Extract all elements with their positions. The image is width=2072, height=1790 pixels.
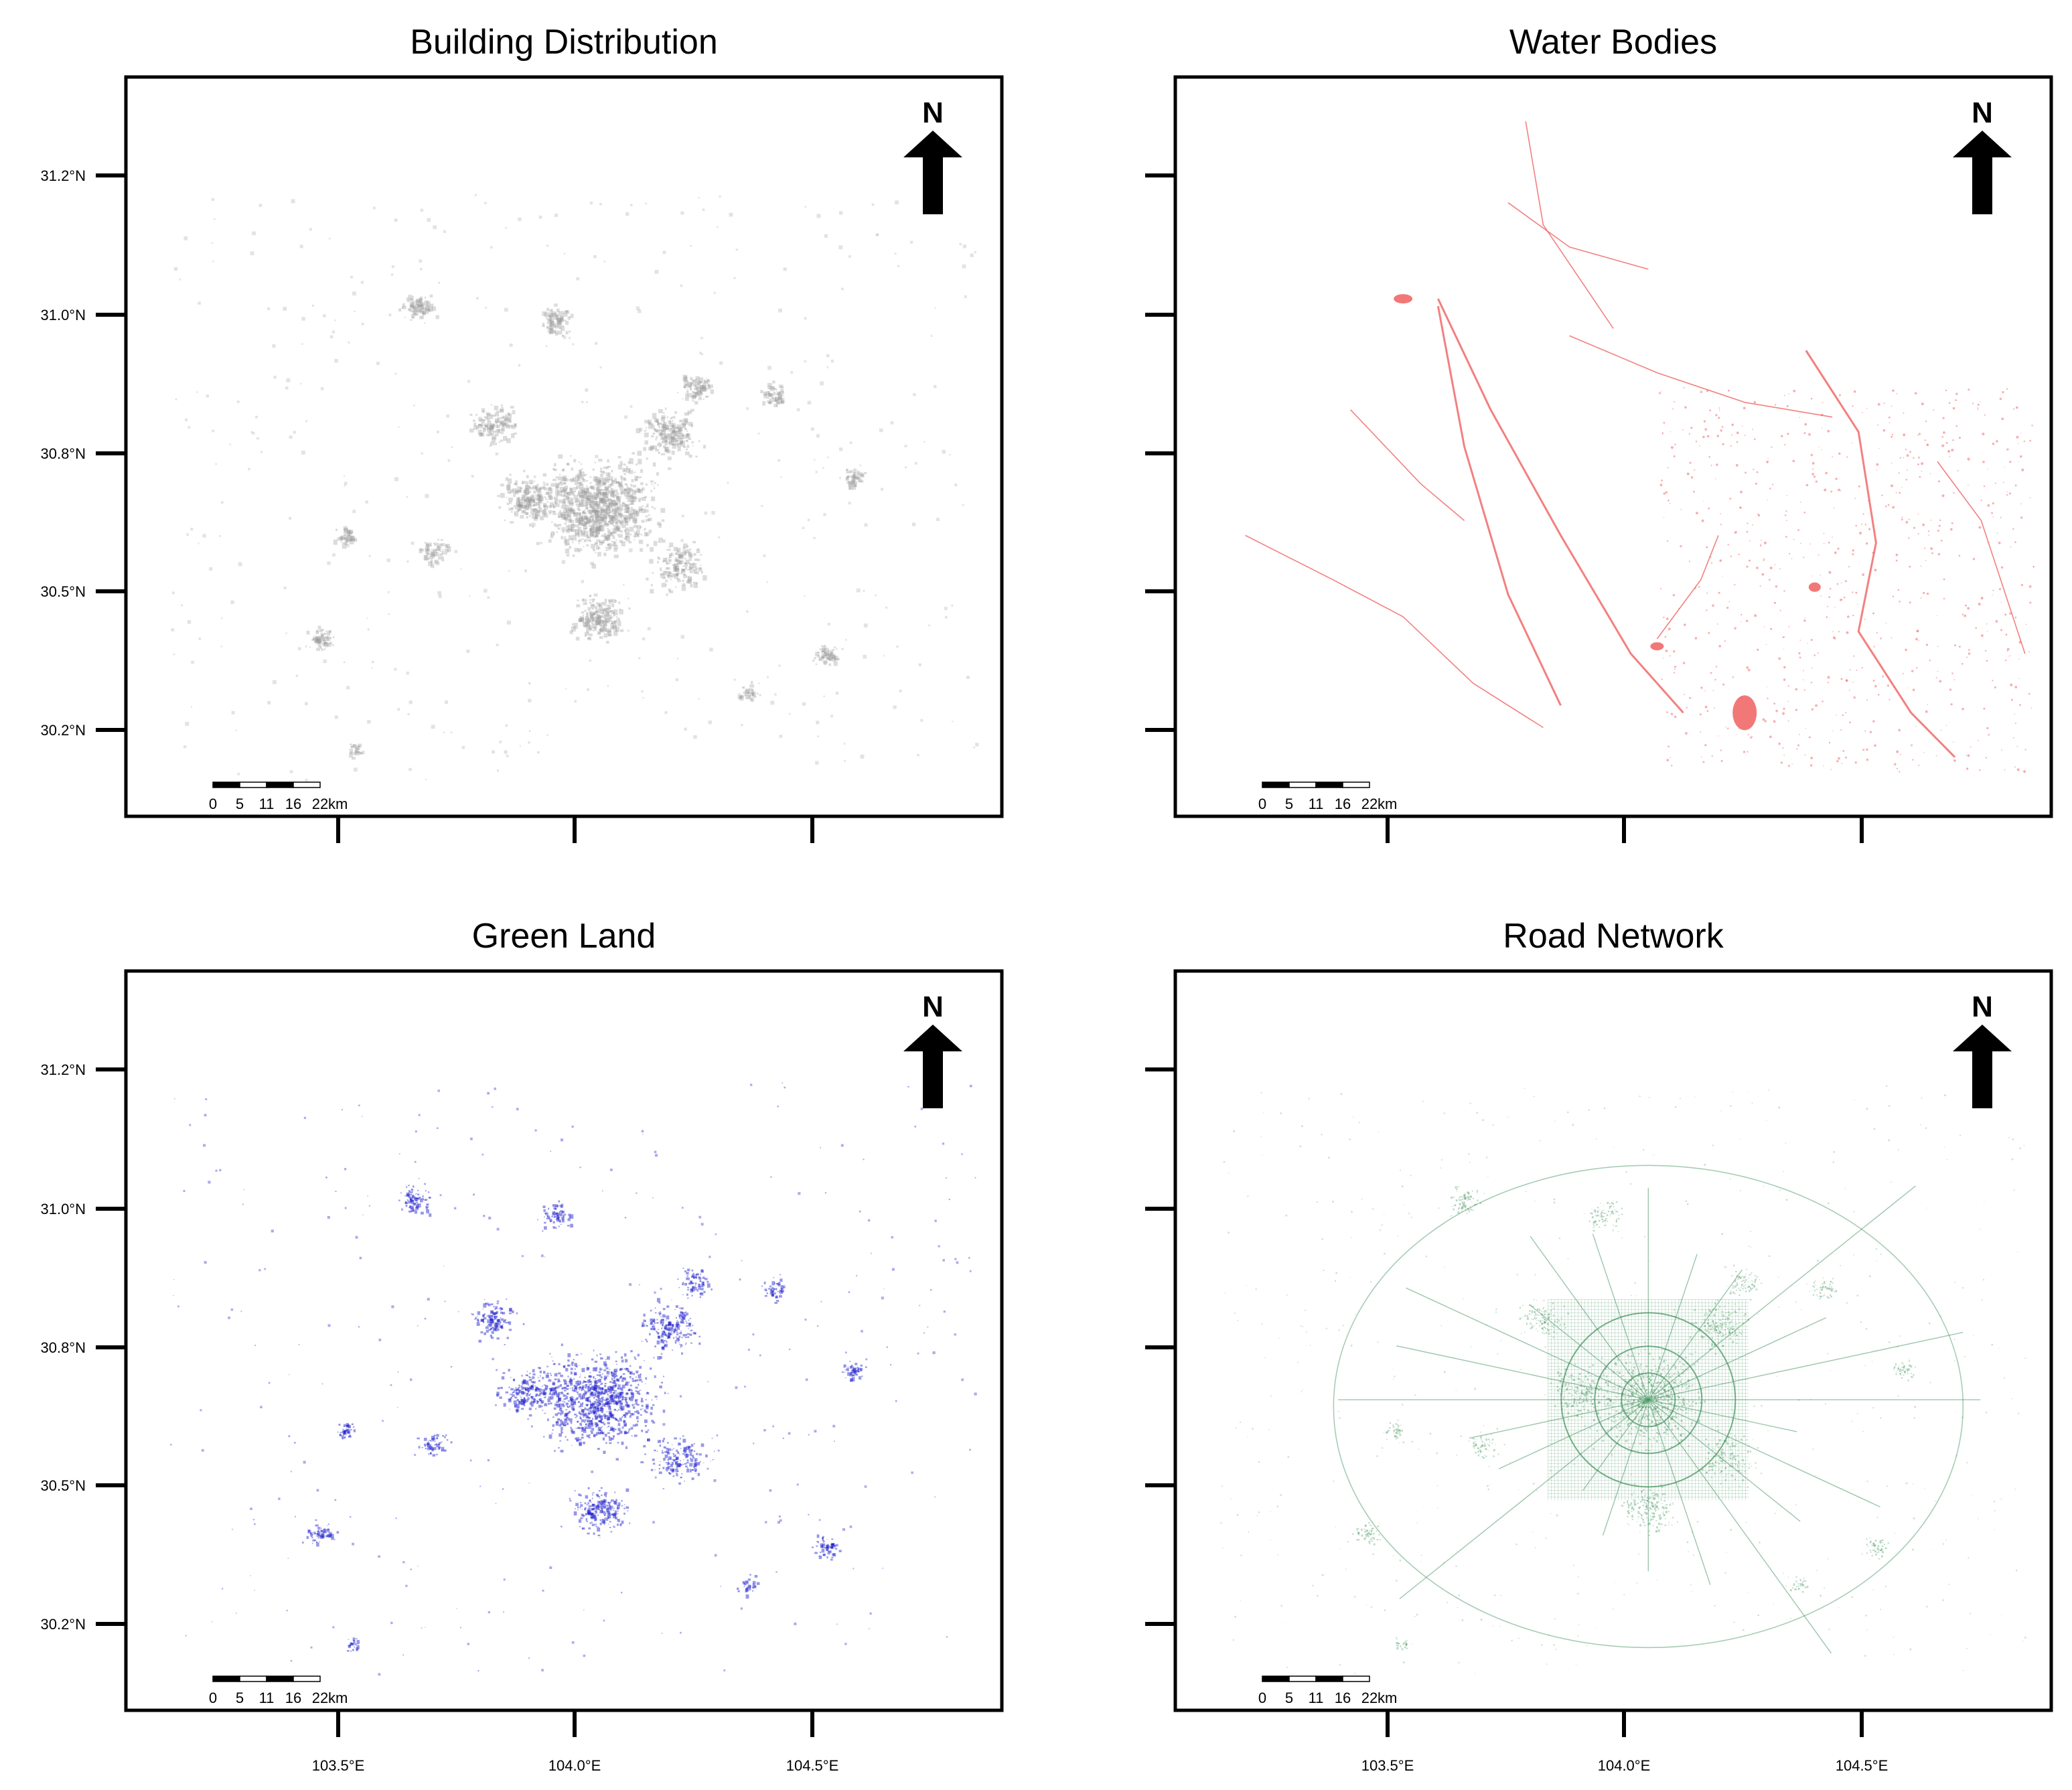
scale-bar-unit: km bbox=[328, 1690, 348, 1706]
scale-bar-label: 22 bbox=[312, 796, 328, 812]
panel-title: Road Network bbox=[1503, 917, 1724, 956]
scale-bar-label: 0 bbox=[1258, 796, 1266, 812]
scale-bar: 0 5 11 16 22 km bbox=[209, 1675, 348, 1706]
y-tick-label: 31.2°N bbox=[40, 167, 86, 184]
scale-bar-label: 0 bbox=[209, 796, 217, 812]
scale-bar-label: 11 bbox=[259, 796, 275, 812]
panel-title: Water Bodies bbox=[1509, 23, 1717, 62]
scale-bar-label: 0 bbox=[1258, 1690, 1266, 1706]
map-frame bbox=[124, 969, 1004, 1712]
scale-bar-label: 0 bbox=[209, 1690, 217, 1706]
y-tick-label: 30.8°N bbox=[40, 1339, 86, 1356]
x-tick-label: 104.5°E bbox=[786, 1757, 839, 1774]
map-panel-green: Green Land 31.2°N 31.0°N 30.8°N 30.5°N 30.2°N… bbox=[40, 917, 1004, 1774]
map-layer-roads bbox=[1220, 1085, 2026, 1674]
scale-bar-label: 11 bbox=[259, 1690, 275, 1706]
x-tick-label: 104.5°E bbox=[1836, 1757, 1889, 1774]
scale-bar-label: 16 bbox=[285, 1690, 301, 1706]
y-tick-label: 31.2°N bbox=[40, 1061, 86, 1078]
scale-bar-label: 16 bbox=[1335, 1690, 1351, 1706]
scale-bar-label: 11 bbox=[1309, 1690, 1324, 1706]
north-arrow-icon: N bbox=[903, 96, 962, 214]
north-label: N bbox=[922, 990, 944, 1023]
y-tick-label: 31.0°N bbox=[40, 307, 86, 323]
north-arrow-icon: N bbox=[903, 990, 962, 1108]
scale-bar: 0 5 11 16 22 km bbox=[209, 781, 348, 812]
north-label: N bbox=[1972, 990, 1993, 1023]
x-tick-label: 104.0°E bbox=[548, 1757, 601, 1774]
map-layer-buildings bbox=[171, 194, 979, 782]
y-tick-label: 30.8°N bbox=[40, 445, 86, 462]
y-tick-label: 30.5°N bbox=[40, 583, 86, 600]
north-label: N bbox=[1972, 96, 1993, 129]
y-tick-label: 30.2°N bbox=[40, 1616, 86, 1633]
x-tick-label: 103.5°E bbox=[312, 1757, 365, 1774]
map-layer-green bbox=[170, 1082, 977, 1676]
panel-title: Green Land bbox=[472, 917, 656, 956]
map-panel-roads: Road Network 103.5°E 104.0°E 104.5°E N 0 5 11 16… bbox=[1145, 917, 2053, 1774]
scale-bar-label: 5 bbox=[1285, 796, 1293, 812]
y-tick-label: 30.5°N bbox=[40, 1477, 86, 1494]
scale-bar: 0 5 11 16 22 km bbox=[1258, 781, 1397, 812]
scale-bar-label: 22 bbox=[1361, 796, 1378, 812]
scale-bar-label: 22 bbox=[312, 1690, 328, 1706]
map-panel-water: Water Bodies N 0 5 11 16 22 km bbox=[1145, 23, 2053, 843]
scale-bar-label: 5 bbox=[1285, 1690, 1293, 1706]
scale-bar-label: 11 bbox=[1309, 796, 1324, 812]
scale-bar-unit: km bbox=[1378, 1690, 1397, 1706]
map-frame bbox=[124, 75, 1004, 818]
scale-bar-label: 5 bbox=[236, 796, 244, 812]
x-tick-label: 103.5°E bbox=[1361, 1757, 1414, 1774]
north-arrow-icon: N bbox=[1953, 990, 2012, 1108]
scale-bar-unit: km bbox=[1378, 796, 1397, 812]
map-panel-buildings: Building Distribution 31.2°N 31.0°N 30.8°N 3… bbox=[40, 23, 1004, 843]
scale-bar: 0 5 11 16 22 km bbox=[1258, 1675, 1397, 1706]
scale-bar-label: 22 bbox=[1361, 1690, 1378, 1706]
scale-bar-label: 16 bbox=[285, 796, 301, 812]
map-frame bbox=[1173, 969, 2053, 1712]
north-label: N bbox=[922, 96, 944, 129]
map-frame bbox=[1173, 75, 2053, 818]
y-tick-label: 30.2°N bbox=[40, 722, 86, 739]
map-layer-water bbox=[1245, 121, 2034, 773]
scale-bar-label: 5 bbox=[236, 1690, 244, 1706]
scale-bar-label: 16 bbox=[1335, 796, 1351, 812]
scale-bar-unit: km bbox=[328, 796, 348, 812]
x-tick-label: 104.0°E bbox=[1598, 1757, 1651, 1774]
panel-title: Building Distribution bbox=[410, 23, 718, 62]
y-tick-label: 31.0°N bbox=[40, 1201, 86, 1217]
north-arrow-icon: N bbox=[1953, 96, 2012, 214]
